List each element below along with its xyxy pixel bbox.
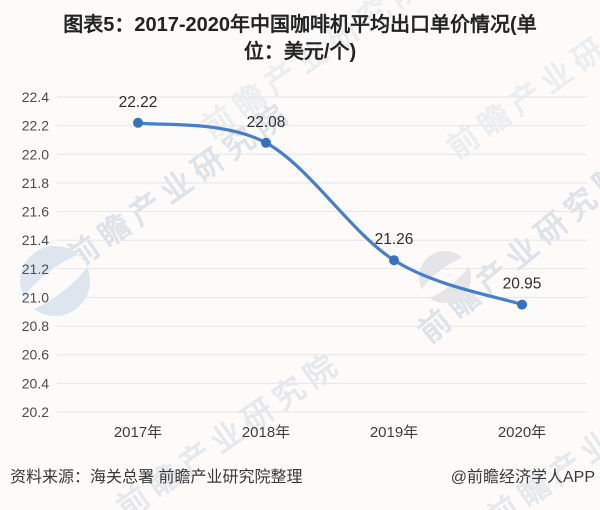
y-tick-label: 20.6 [22,347,49,363]
data-point-label: 21.26 [375,231,414,248]
x-axis-label: 2017年 [114,424,162,441]
data-point-label: 20.95 [503,276,542,293]
y-tick-label: 21.0 [22,290,49,306]
y-tick-label: 22.2 [22,118,49,134]
x-axis-label: 2019年 [370,424,418,441]
y-tick-label: 22.4 [22,89,49,105]
data-source-text: 资料来源：海关总署 前瞻产业研究院整理 [10,469,303,486]
y-tick-label: 21.6 [22,204,49,220]
y-tick-label: 21.2 [22,261,49,277]
credit-text: @前瞻经济学人APP [450,469,595,486]
y-tick-label: 21.4 [22,232,49,248]
y-tick-label: 20.8 [22,318,49,334]
y-tick-label: 21.8 [22,175,49,191]
y-tick-label: 20.2 [22,404,49,420]
data-point-label: 22.22 [119,94,158,111]
data-point-marker [133,117,143,128]
data-point-label: 22.08 [247,114,286,131]
chart-footer: 资料来源：海关总署 前瞻产业研究院整理 @前瞻经济学人APP [0,466,600,490]
chart-title-line2: 位：美元/个) [243,41,357,63]
y-tick-label: 20.4 [22,375,49,391]
x-axis-label: 2020年 [498,424,546,441]
series-line [136,121,524,307]
y-tick-label: 22.0 [22,146,49,162]
data-point-marker [261,137,271,148]
data-point-marker [517,299,527,310]
x-axis-label: 2018年 [242,424,290,441]
data-point-marker [389,255,399,266]
chart-title-line1: 图表5：2017-2020年中国咖啡机平均出口单价情况(单 [63,14,537,36]
chart-title: 图表5：2017-2020年中国咖啡机平均出口单价情况(单 位：美元/个) [0,12,600,66]
